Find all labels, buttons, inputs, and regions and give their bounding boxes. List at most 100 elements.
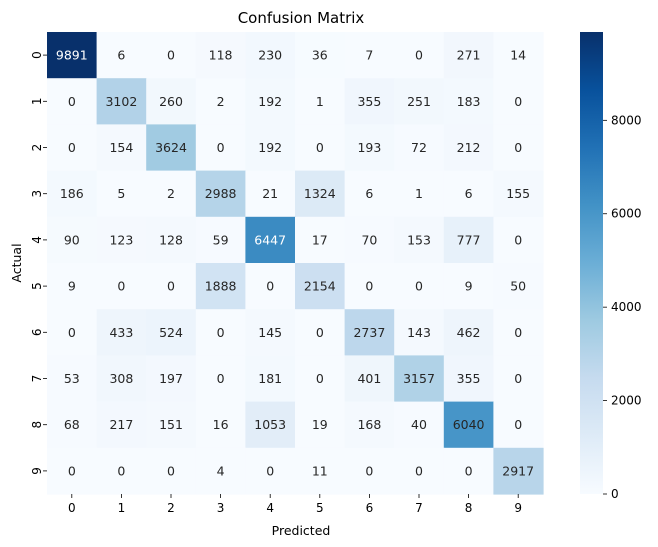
heatmap-cell-r4-c0: [47, 216, 98, 264]
cell-value-r6-c5: 0: [316, 325, 324, 340]
cell-value-r1-c8: 183: [457, 94, 481, 109]
cell-value-r5-c2: 0: [167, 279, 175, 294]
heatmap-cell-r2-c2: [146, 124, 197, 172]
heatmap-cell-r6-c1: [96, 309, 147, 356]
cell-value-r0-c5: 36: [312, 48, 328, 63]
cell-value-r7-c4: 181: [258, 371, 282, 386]
cell-value-r2-c7: 72: [411, 140, 427, 155]
cell-value-r0-c1: 6: [117, 48, 125, 63]
heatmap-cell-r1-c6: [344, 78, 395, 125]
heatmap-cell-r2-c8: [443, 124, 494, 172]
cell-value-r3-c1: 5: [117, 186, 125, 201]
heatmap-cell-r3-c6: [344, 170, 395, 218]
cell-value-r5-c1: 0: [117, 279, 125, 294]
cell-value-r6-c3: 0: [217, 325, 225, 340]
heatmap-cell-r7-c9: [493, 355, 544, 403]
heatmap-cell-r6-c8: [443, 309, 494, 356]
cell-value-r9-c6: 0: [365, 463, 373, 478]
cell-value-r9-c8: 0: [465, 463, 473, 478]
heatmap-cell-r4-c4: [245, 216, 296, 264]
heatmap-cell-r5-c9: [493, 263, 544, 310]
colorbar-tick-label-3: 6000: [611, 207, 642, 221]
heatmap-cell-r3-c9: [493, 170, 544, 218]
heatmap-cell-r2-c7: [394, 124, 445, 172]
cell-value-r4-c3: 59: [213, 232, 229, 247]
heatmap-cell-r0-c2: [146, 32, 197, 79]
cell-value-r3-c8: 6: [465, 186, 473, 201]
cell-value-r1-c7: 251: [407, 94, 431, 109]
heatmap-cell-r1-c8: [443, 78, 494, 125]
heatmap-cell-r1-c1: [96, 78, 147, 125]
x-tick-label-4: 4: [266, 501, 274, 515]
cell-value-r8-c7: 40: [411, 417, 427, 432]
y-tick-label-8: 8: [30, 421, 44, 429]
cell-value-r6-c6: 2737: [353, 325, 385, 340]
cell-value-r5-c5: 2154: [304, 279, 336, 294]
heatmap-cell-r6-c7: [394, 309, 445, 356]
cell-value-r5-c8: 9: [465, 279, 473, 294]
cell-value-r8-c3: 16: [213, 417, 229, 432]
heatmap-cell-r9-c9: [493, 447, 544, 495]
heatmap-cell-r0-c5: [295, 32, 346, 79]
cell-value-r4-c1: 123: [109, 232, 133, 247]
heatmap-cell-r6-c3: [195, 309, 246, 356]
heatmap-cell-r9-c0: [47, 447, 98, 495]
cell-value-r6-c0: 0: [68, 325, 76, 340]
cell-value-r4-c5: 17: [312, 232, 328, 247]
cell-value-r7-c7: 3157: [403, 371, 435, 386]
heatmap-cell-r9-c6: [344, 447, 395, 495]
heatmap-cell-r8-c9: [493, 401, 544, 449]
heatmap-cell-r0-c1: [96, 32, 147, 79]
heatmap-cell-r3-c0: [47, 170, 98, 218]
cell-value-r2-c3: 0: [217, 140, 225, 155]
heatmap-cell-r7-c4: [245, 355, 296, 403]
heatmap-cell-r2-c3: [195, 124, 246, 172]
heatmap-cell-r1-c0: [47, 78, 98, 125]
heatmap-cell-r3-c1: [96, 170, 147, 218]
cell-value-r3-c5: 1324: [304, 186, 336, 201]
x-tick-label-7: 7: [415, 501, 423, 515]
x-tick-label-1: 1: [118, 501, 126, 515]
heatmap-cell-r6-c0: [47, 309, 98, 356]
heatmap-cell-r6-c6: [344, 309, 395, 356]
cell-value-r8-c9: 0: [514, 417, 522, 432]
heatmap-cell-r0-c9: [493, 32, 544, 79]
cell-value-r4-c7: 153: [407, 232, 431, 247]
heatmap-cell-r1-c2: [146, 78, 197, 125]
colorbar-tick-label-1: 2000: [611, 394, 642, 408]
cell-value-r1-c6: 355: [357, 94, 381, 109]
heatmap-cell-r4-c5: [295, 216, 346, 264]
heatmap-cell-r5-c2: [146, 263, 197, 310]
heatmap-cell-r3-c3: [195, 170, 246, 218]
y-axis-ticks: 0 1 2 3 4 5 6 7 8 9: [30, 51, 47, 475]
heatmap-cell-r7-c3: [195, 355, 246, 403]
cell-value-r0-c8: 271: [457, 48, 481, 63]
heatmap-cell-r5-c8: [443, 263, 494, 310]
heatmap-cell-r3-c7: [394, 170, 445, 218]
heatmap-cell-r1-c5: [295, 78, 346, 125]
cell-value-r2-c5: 0: [316, 140, 324, 155]
cell-value-r2-c6: 193: [357, 140, 381, 155]
x-tick-label-3: 3: [217, 501, 225, 515]
cell-value-r9-c9: 2917: [502, 463, 534, 478]
cell-value-r2-c4: 192: [258, 140, 282, 155]
heatmap-cell-r6-c2: [146, 309, 197, 356]
heatmap-cell-r4-c3: [195, 216, 246, 264]
cell-value-r3-c0: 186: [60, 186, 84, 201]
y-tick-label-4: 4: [30, 236, 44, 244]
heatmap-cell-r6-c4: [245, 309, 296, 356]
heatmap-cell-r3-c4: [245, 170, 296, 218]
cell-value-r0-c0: 9891: [56, 48, 88, 63]
heatmap-cell-r0-c7: [394, 32, 445, 79]
cell-value-r4-c8: 777: [457, 232, 481, 247]
heatmap-cell-r4-c1: [96, 216, 147, 264]
cell-value-r6-c4: 145: [258, 325, 282, 340]
heatmap-cell-r1-c3: [195, 78, 246, 125]
x-tick-label-5: 5: [316, 501, 324, 515]
cell-value-r5-c4: 0: [266, 279, 274, 294]
heatmap-cell-r7-c2: [146, 355, 197, 403]
y-tick-label-9: 9: [30, 467, 44, 475]
cell-value-r4-c4: 6447: [254, 232, 286, 247]
cell-value-r7-c9: 0: [514, 371, 522, 386]
